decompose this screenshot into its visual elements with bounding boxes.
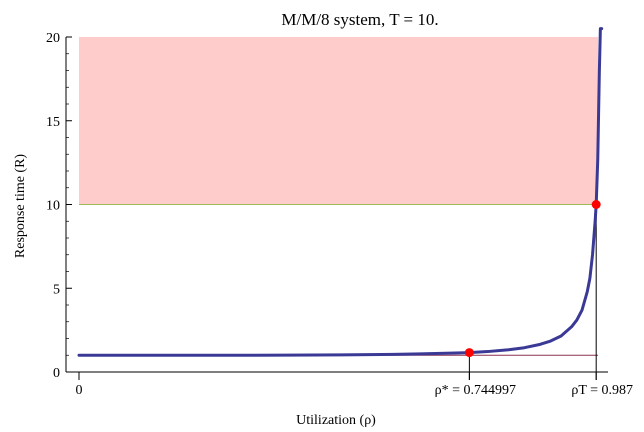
y-tick-label-4: 20 xyxy=(46,31,60,46)
x-tick-label-1: ρ* = 0.744997 xyxy=(435,383,516,398)
series-line-0 xyxy=(77,27,604,357)
data-point-0 xyxy=(464,348,474,358)
chart-title: M/M/8 system, T = 10. xyxy=(281,10,438,29)
axes xyxy=(65,36,608,380)
data-point-1 xyxy=(591,200,601,209)
point-layer xyxy=(464,200,601,358)
y-tick-label-2: 10 xyxy=(46,199,60,214)
y-tick-label-3: 15 xyxy=(46,115,60,130)
x-tick-label-2: ρT = 0.987 xyxy=(571,383,633,398)
series-layer xyxy=(77,27,604,357)
x-tick-label-0: 0 xyxy=(76,383,83,398)
y-tick-label-1: 5 xyxy=(53,282,60,297)
x-axis-label: Utilization (ρ) xyxy=(296,413,376,428)
shaded-region xyxy=(79,37,598,205)
background-layer xyxy=(79,37,598,205)
label-layer: 0 5 10 15 20 0 ρ* = 0.744997 ρT = 0.987 xyxy=(46,31,633,398)
y-tick-label-0: 0 xyxy=(53,366,60,381)
y-axis-label: Response time (R) xyxy=(13,154,28,259)
